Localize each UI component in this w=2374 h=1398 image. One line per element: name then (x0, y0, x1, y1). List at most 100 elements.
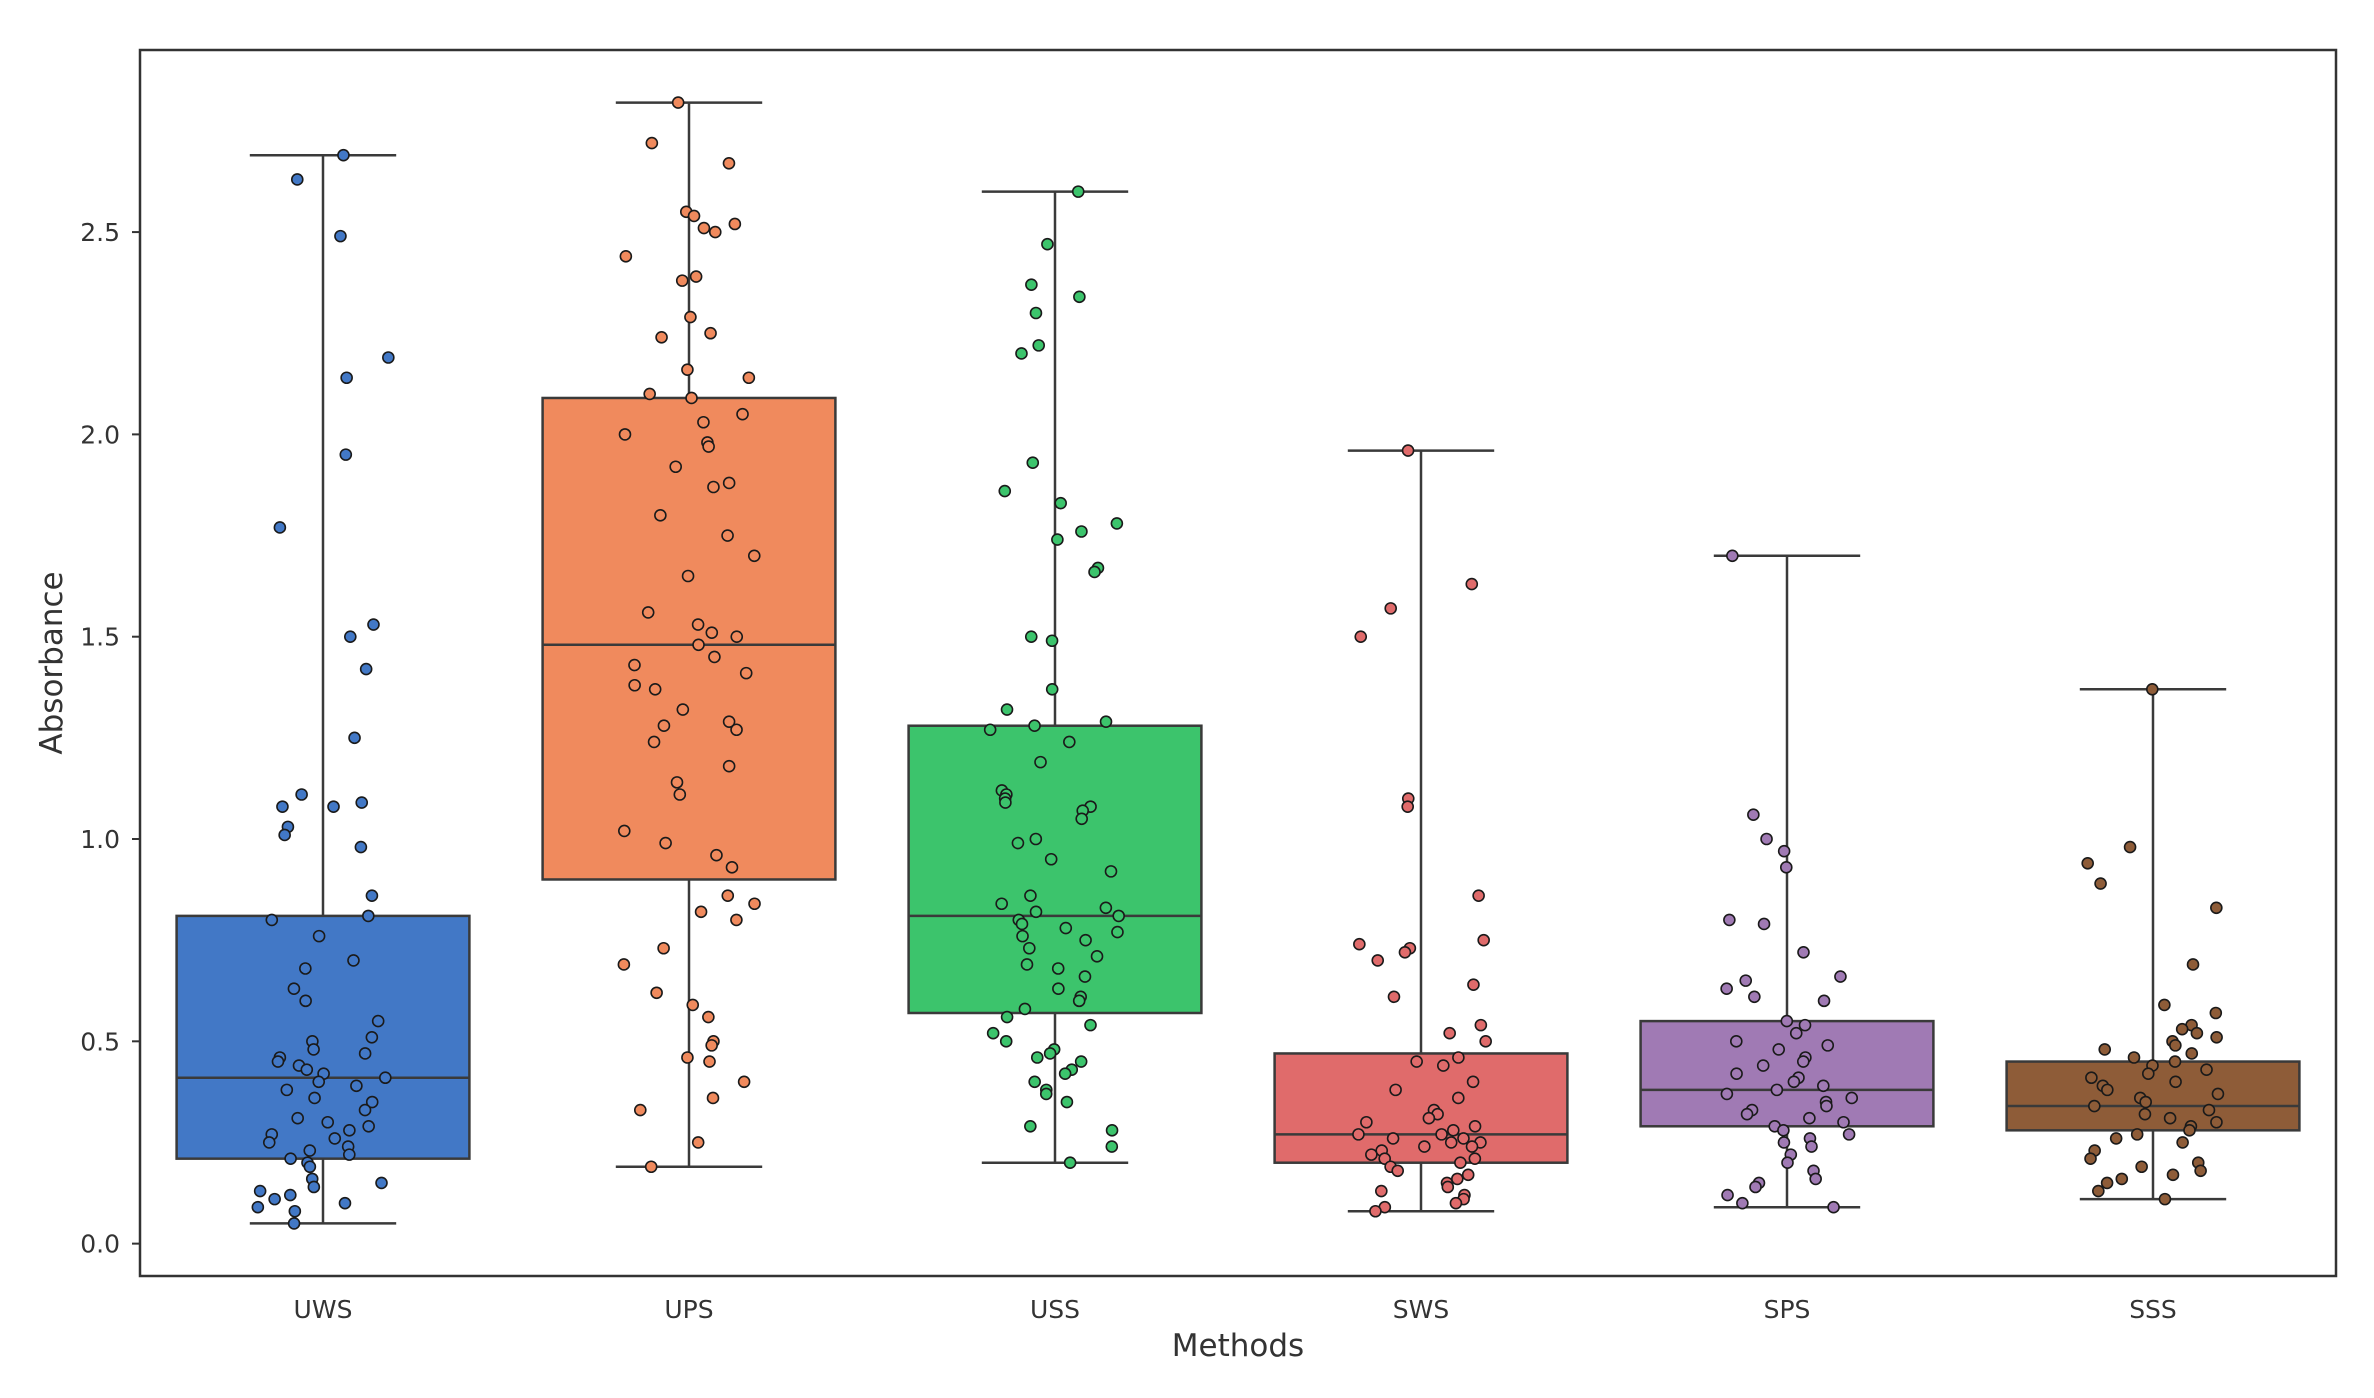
data-point-uws (321, 1115, 335, 1129)
data-point-uss (1000, 703, 1014, 716)
y-tick-label: 1.0 (80, 825, 120, 854)
data-point-sws (1418, 1140, 1431, 1153)
data-point-uws (358, 1103, 372, 1117)
data-point-uss (1024, 889, 1037, 902)
data-point-uss (1073, 290, 1086, 304)
data-point-uws (338, 1196, 352, 1210)
data-point-uws (382, 351, 395, 364)
data-point-ups (710, 848, 723, 862)
data-point-uws (299, 962, 312, 975)
data-point-uss (1034, 755, 1047, 769)
data-point-ups (676, 703, 690, 716)
data-point-uss (1039, 1087, 1053, 1101)
data-point-sss (2185, 1047, 2199, 1060)
data-point-sws (1452, 1051, 1465, 1064)
data-point-sss (2130, 1128, 2144, 1141)
data-point-sps (1798, 1018, 1812, 1032)
data-point-ups (628, 678, 641, 692)
data-point-uss (1016, 929, 1029, 943)
data-point-sss (2169, 1039, 2182, 1052)
data-point-ups (736, 407, 749, 421)
data-point-sss (2176, 1136, 2189, 1149)
data-point-uss (1020, 958, 1034, 971)
x-tick-label: SPS (1764, 1295, 1811, 1324)
data-point-sps (1820, 1099, 1833, 1113)
data-point-sws (1472, 889, 1485, 902)
data-point-sss (2186, 958, 2200, 971)
data-point-ups (722, 476, 736, 490)
box-sws (1273, 449, 1569, 1213)
data-point-sss (2098, 1043, 2112, 1056)
data-point-sws (1461, 1168, 1475, 1182)
data-point-sps (1772, 1043, 1786, 1056)
data-point-ups (691, 618, 705, 631)
data-point-sws (1468, 1119, 1482, 1133)
data-point-sps (1736, 1196, 1749, 1210)
data-point-uss (986, 1026, 1000, 1040)
data-point-uss (1028, 719, 1041, 733)
data-point-uss (1079, 933, 1092, 947)
x-tick-label: UPS (664, 1295, 713, 1324)
data-point-ups (681, 569, 695, 583)
x-axis-label: Methods (1172, 1328, 1304, 1364)
y-axis-label: Absorbance (34, 571, 70, 754)
data-point-uws (350, 1079, 363, 1093)
data-point-uws (276, 800, 289, 813)
data-point-uws (265, 913, 279, 927)
box-iqr (1639, 1019, 1935, 1128)
data-point-sss (2200, 1063, 2213, 1076)
data-point-uss (1028, 1075, 1041, 1089)
data-point-ups (697, 415, 710, 429)
data-point-sps (1805, 1140, 1818, 1153)
data-point-uws (343, 1124, 356, 1137)
x-tick-label: USS (1030, 1295, 1080, 1324)
data-point-sps (1756, 1059, 1770, 1072)
data-point-ups (703, 1055, 716, 1068)
data-point-sws (1467, 978, 1480, 991)
data-point-uws (362, 1119, 375, 1133)
data-point-sws (1441, 1180, 1455, 1194)
data-point-sws (1365, 1148, 1378, 1161)
data-point-uws (288, 1204, 302, 1218)
data-point-ups (619, 250, 633, 263)
data-point-uws (365, 1095, 379, 1109)
data-point-sps (1817, 994, 1831, 1008)
data-point-ups (708, 225, 722, 239)
data-point-ups (742, 371, 756, 385)
data-point-uss (1023, 941, 1036, 955)
data-point-ups (617, 958, 631, 971)
data-point-sws (1375, 1184, 1388, 1198)
box-iqr (2005, 1060, 2301, 1132)
data-point-uss (1063, 735, 1076, 749)
data-point-sss (2139, 1095, 2152, 1109)
data-point-ups (705, 626, 719, 639)
data-point-sss (2169, 1075, 2182, 1089)
data-point-ups (737, 1075, 751, 1089)
data-point-ups (671, 96, 685, 109)
data-point-sws (1352, 1128, 1365, 1141)
data-point-ups (654, 509, 667, 522)
data-point-uss (1015, 917, 1029, 931)
data-point-sws (1354, 630, 1368, 643)
data-point-sws (1422, 1111, 1436, 1125)
data-point-sss (2210, 901, 2223, 915)
data-point-uws (303, 1144, 317, 1157)
data-point-sps (1797, 946, 1810, 959)
data-point-sps (1720, 1087, 1734, 1101)
data-point-uws (375, 1176, 388, 1190)
data-point-sss (2100, 1176, 2114, 1190)
data-point-ups (659, 836, 672, 850)
data-point-uss (1044, 852, 1058, 866)
data-point-sws (1447, 1124, 1460, 1137)
data-point-sws (1468, 1152, 1482, 1165)
data-point-ups (739, 666, 753, 680)
x-axis-ticks: UWS UPS USS SWS SPS SSS (294, 1295, 2177, 1324)
data-point-sss (2127, 1051, 2141, 1064)
data-point-sps (1780, 1014, 1794, 1028)
data-point-ups (722, 715, 736, 728)
data-point-ups (647, 735, 661, 749)
data-point-uws (284, 1152, 297, 1165)
data-point-sss (2081, 856, 2094, 870)
data-point-sws (1369, 1204, 1382, 1218)
